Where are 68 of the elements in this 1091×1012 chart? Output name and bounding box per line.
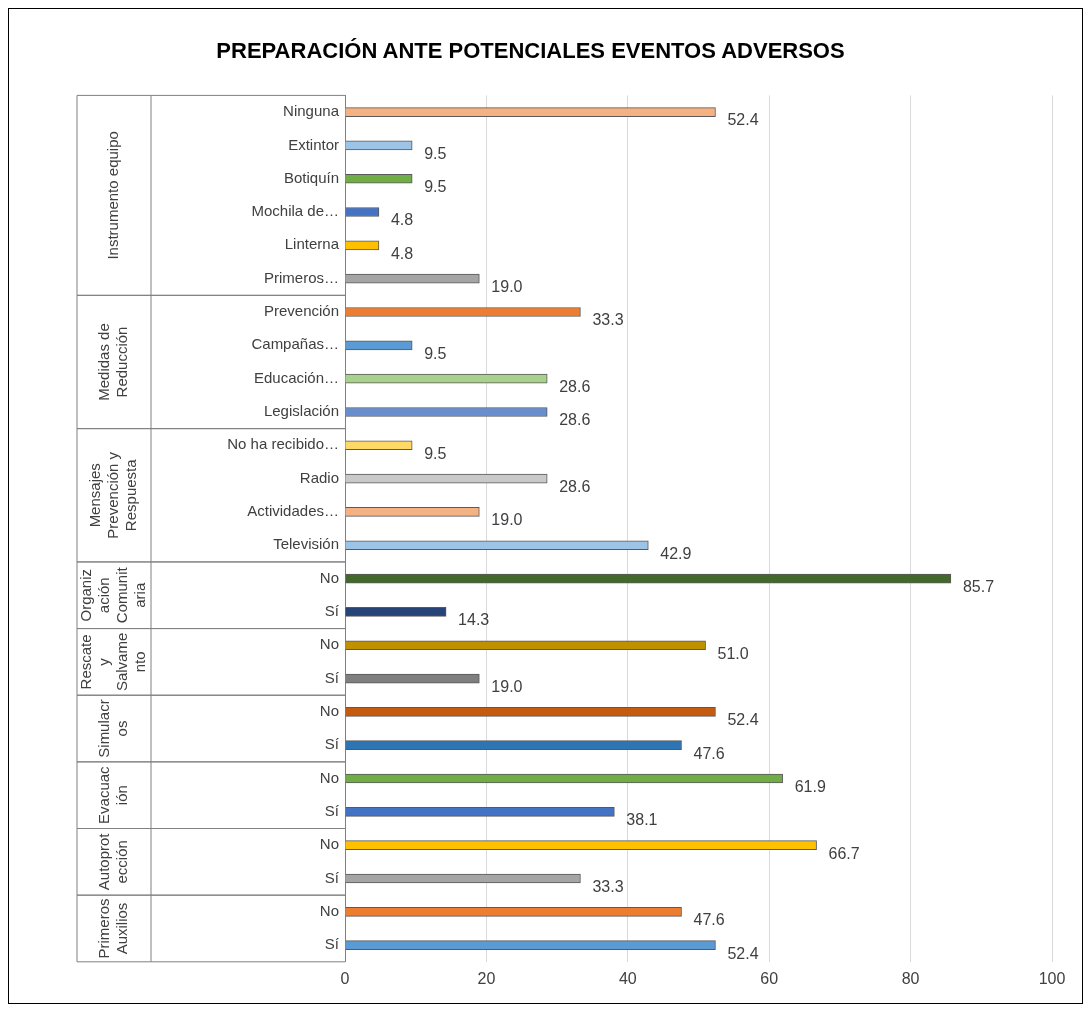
y-tick-label: No <box>319 901 339 919</box>
data-label: 51.0 <box>717 644 749 662</box>
data-label: 14.3 <box>458 611 490 629</box>
data-label: 9.5 <box>424 444 447 462</box>
y-tick-label: Sí <box>324 868 340 886</box>
data-label: 4.8 <box>390 244 414 262</box>
data-label: 52.4 <box>727 111 759 129</box>
text: Primeros Auxilios <box>95 898 131 959</box>
x-tick-label: 80 <box>901 969 920 987</box>
y-tick-label: Televisión <box>273 535 339 553</box>
text: Mensajes Prevención y Respuesta <box>86 451 140 539</box>
text: Simulacros <box>95 699 131 758</box>
text: Medidas de Reducción <box>95 323 131 401</box>
data-label: 42.9 <box>660 544 692 562</box>
data-label: 38.1 <box>626 811 658 829</box>
y-tick-label: Sí <box>324 935 340 953</box>
y-tick-label: Extintor <box>288 135 339 153</box>
data-label: 52.4 <box>727 944 759 962</box>
data-label: 19.0 <box>491 511 523 529</box>
data-label: 33.3 <box>592 311 624 329</box>
text: Autoprotección <box>95 832 131 891</box>
y-tick-label: No <box>319 768 339 786</box>
y-tick-label: Actividades… <box>247 502 339 520</box>
y-tick-label: Mochila de… <box>251 202 339 220</box>
y-tick-label: Linterna <box>284 235 340 253</box>
y-tick-label: Ninguna <box>283 102 340 120</box>
data-label: 28.6 <box>559 411 591 429</box>
y-tick-label: Sí <box>324 801 340 819</box>
chart-title: PREPARACIÓN ANTE POTENCIALES EVENTOS ADVERSOS <box>216 38 845 64</box>
y-tick-label: Educación… <box>253 368 339 386</box>
data-label: 47.6 <box>693 744 725 762</box>
data-label: 47.6 <box>693 911 725 929</box>
text: Rescate y Salvamento <box>77 632 149 692</box>
data-label: 61.9 <box>794 777 826 795</box>
data-label: 4.8 <box>390 211 414 229</box>
y-tick-label: No <box>319 835 339 853</box>
data-label: 85.7 <box>962 577 995 595</box>
data-label: 9.5 <box>424 144 447 162</box>
y-tick-label: Sí <box>324 668 340 686</box>
y-tick-label: No <box>319 702 339 720</box>
data-label: 28.6 <box>559 378 591 396</box>
x-tick-label: 40 <box>618 969 637 987</box>
y-tick-label: Sí <box>324 602 340 620</box>
x-tick-label: 20 <box>477 969 496 987</box>
y-tick-label: Sí <box>324 735 340 753</box>
y-tick-label: Botiquín <box>283 168 339 186</box>
data-label: 33.3 <box>592 877 624 895</box>
data-label: 28.6 <box>559 478 591 496</box>
data-label: 19.0 <box>491 278 523 296</box>
x-tick-label: 100 <box>1038 969 1066 987</box>
y-tick-label: No <box>319 635 339 653</box>
y-tick-label: Campañas… <box>251 335 339 353</box>
y-tick-label: Prevención <box>263 302 339 320</box>
data-label: 19.0 <box>491 677 523 695</box>
text: Organización Comunitaria <box>77 566 149 624</box>
y-tick-label: Primeros… <box>263 268 339 286</box>
data-label: 9.5 <box>424 178 447 196</box>
y-tick-label: Legislación <box>263 402 339 420</box>
data-label: 66.7 <box>828 844 860 862</box>
y-tick-label: No <box>319 568 339 586</box>
y-tick-label: Radio <box>299 468 339 486</box>
y-tick-label: No ha recibido… <box>227 435 339 453</box>
x-tick-label: 60 <box>760 969 779 987</box>
data-label: 52.4 <box>727 711 759 729</box>
text: Evacuación <box>95 765 131 824</box>
data-label: 9.5 <box>424 344 447 362</box>
text: Instrumento equipo <box>104 131 122 260</box>
x-tick-label: 0 <box>340 969 350 987</box>
